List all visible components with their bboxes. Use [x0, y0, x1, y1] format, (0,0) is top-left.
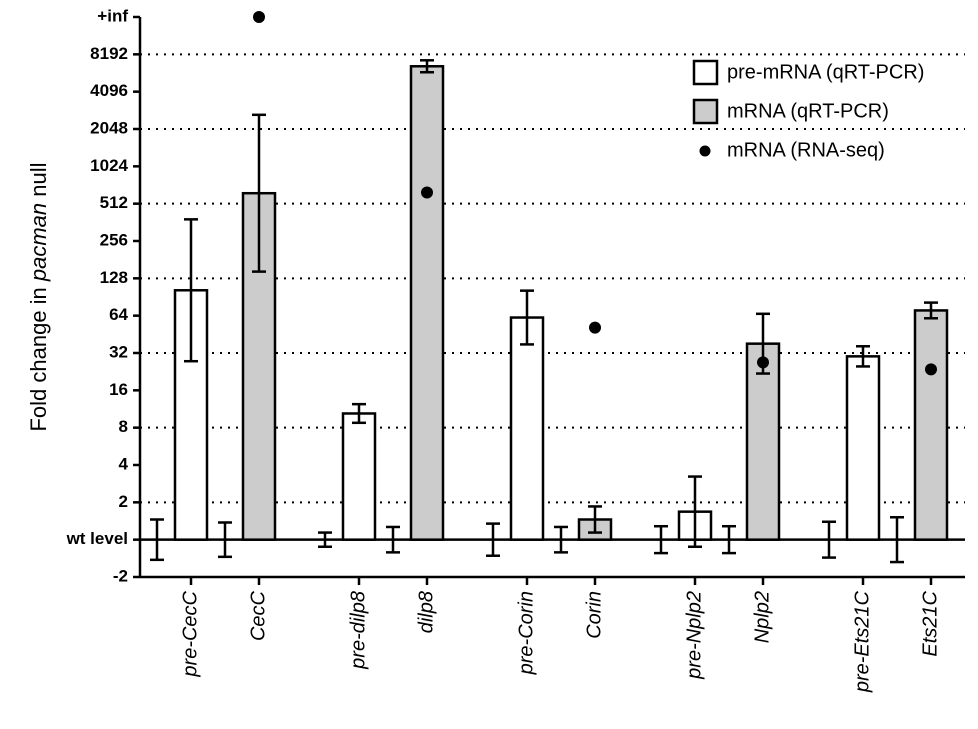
bar	[341, 412, 377, 541]
x-tick-label: pre-dilp8	[347, 591, 369, 670]
y-tick-label: -2	[113, 566, 128, 585]
y-label-part: null	[26, 162, 51, 202]
y-tick-label: 4	[119, 454, 129, 473]
dot	[589, 321, 601, 334]
y-tick-label: 8	[119, 417, 128, 436]
y-tick-label: 4096	[90, 81, 128, 100]
y-tick-label: 128	[100, 268, 128, 287]
bar	[913, 309, 949, 541]
y-tick-label: 32	[109, 342, 128, 361]
x-tick-label: CecC	[247, 590, 269, 641]
legend-marker	[692, 59, 719, 86]
x-tick-label: Ets21C	[919, 590, 941, 656]
x-tick-label: pre-CecC	[179, 590, 201, 677]
dot	[421, 186, 433, 199]
legend-label: pre-mRNA (qRT-PCR)	[727, 61, 924, 83]
legend-marker	[699, 145, 711, 157]
x-tick-label: pre-Nplp2	[683, 591, 705, 680]
y-axis-label: Fold change in pacman null	[26, 162, 51, 431]
y-label-part: Fold change in	[26, 281, 51, 431]
y-tick-label: 512	[100, 193, 128, 212]
y-tick-label: +inf	[97, 6, 128, 25]
x-tick-label: dilp8	[415, 591, 437, 633]
y-tick-label: 2048	[90, 118, 128, 137]
y-tick-label: 16	[109, 380, 128, 399]
bar	[409, 65, 445, 541]
x-tick-label: pre-Corin	[515, 591, 537, 675]
y-tick-label: 256	[100, 230, 128, 249]
y-tick-label: 8192	[90, 44, 128, 63]
x-tick-label: pre-Ets21C	[851, 590, 873, 693]
x-tick-label: Corin	[583, 591, 605, 639]
y-label-part: pacman	[26, 203, 51, 282]
legend-label: mRNA (RNA-seq)	[727, 139, 885, 161]
legend-label: mRNA (qRT-PCR)	[727, 100, 889, 122]
bar	[509, 316, 545, 541]
y-tick-label: 1024	[90, 156, 128, 175]
x-tick-label: Nplp2	[751, 591, 773, 643]
legend-marker	[692, 98, 719, 125]
dot	[925, 363, 937, 376]
dot	[757, 356, 769, 369]
dot	[253, 11, 265, 23]
y-tick-label: 64	[109, 305, 128, 324]
bar	[745, 342, 781, 541]
y-tick-label: wt level	[66, 529, 128, 548]
y-tick-label: 2	[119, 492, 128, 511]
bar	[845, 355, 881, 541]
